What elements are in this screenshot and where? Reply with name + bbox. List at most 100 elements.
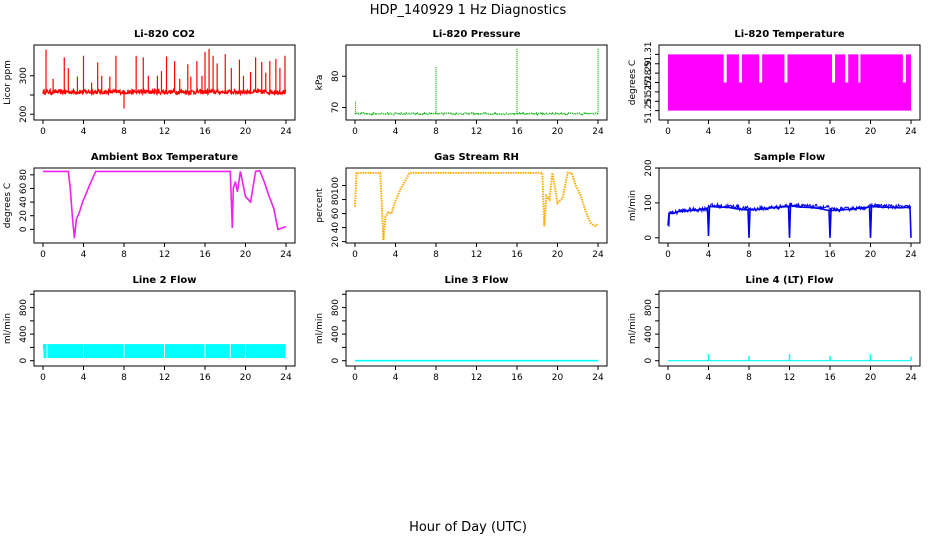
x-tick-label: 8 (746, 373, 752, 383)
panel-pressure: Li-820 Pressure kPa 0 4 8 12 16 20 24 70 80 (315, 29, 608, 137)
y-tick-label: 800 (331, 299, 341, 316)
y-axis-label: ml/min (628, 190, 638, 221)
x-tick-label: 0 (665, 127, 671, 137)
y-tick-label: 0 (19, 358, 29, 364)
panel-title: Line 2 Flow (133, 275, 197, 286)
panel-title: Sample Flow (754, 152, 826, 163)
series-line (43, 169, 287, 239)
x-tick-label: 24 (280, 250, 292, 260)
y-tick-label: 100 (644, 194, 654, 211)
data-layer (43, 169, 287, 239)
x-tick-label: 8 (746, 127, 752, 137)
x-tick-label: 20 (865, 127, 877, 137)
y-axis-label: ml/min (628, 313, 638, 344)
x-tick-label: 4 (81, 127, 87, 137)
x-tick-label: 0 (40, 373, 46, 383)
x-tick-label: 4 (393, 250, 399, 260)
x-tick-label: 12 (159, 250, 170, 260)
series-line (354, 171, 599, 241)
x-tick-label: 24 (592, 373, 604, 383)
y-tick-label: 0 (644, 235, 654, 241)
x-tick-label: 8 (433, 127, 439, 137)
x-tick-label: 24 (592, 127, 604, 137)
x-tick-label: 16 (199, 127, 211, 137)
x-tick-label: 12 (784, 127, 795, 137)
x-tick-label: 16 (511, 373, 523, 383)
y-axis-label: degrees C (628, 60, 638, 105)
x-tick-label: 8 (433, 373, 439, 383)
y-tick-label: 0 (19, 226, 29, 232)
x-tick-label: 4 (81, 373, 87, 383)
x-tick-label: 12 (471, 127, 482, 137)
x-tick-label: 12 (784, 373, 795, 383)
series-line (354, 111, 599, 116)
x-tick-label: 20 (240, 250, 252, 260)
x-tick-label: 24 (905, 127, 917, 137)
x-tick-label: 4 (393, 127, 399, 137)
x-tick-label: 16 (199, 250, 211, 260)
y-tick-label: 51.31 (644, 41, 654, 67)
x-tick-label: 24 (592, 250, 604, 260)
panel-licor_temp: Li-820 Temperature degrees C 0 4 8 12 16 20 24 51… (628, 29, 921, 137)
x-tick-label: 0 (40, 127, 46, 137)
y-axis-label: Licor ppm (3, 60, 13, 105)
x-tick-label: 20 (552, 250, 564, 260)
y-tick-label: 100 (331, 177, 341, 194)
data-layer (668, 54, 911, 111)
x-tick-label: 8 (121, 250, 127, 260)
y-tick-label: 300 (19, 67, 29, 84)
x-tick-label: 12 (784, 250, 795, 260)
panel-sample_flow: Sample Flow ml/min 0 4 8 12 16 20 24 0 100 200 (628, 152, 921, 260)
x-tick-label: 8 (121, 373, 127, 383)
value-band-upper (762, 54, 785, 83)
panel-title: Ambient Box Temperature (91, 152, 238, 163)
data-layer (354, 48, 599, 116)
value-band-upper (668, 54, 724, 83)
y-axis-label: ml/min (3, 313, 13, 344)
x-tick-label: 4 (706, 373, 712, 383)
x-axis-title: Hour of Day (UTC) (409, 520, 527, 535)
y-tick-label: 80 (331, 70, 341, 82)
x-tick-label: 4 (81, 250, 87, 260)
y-tick-label: 51.28 (644, 69, 654, 95)
plot-frame (345, 44, 608, 121)
x-tick-label: 24 (280, 127, 292, 137)
y-tick-label: 200 (19, 105, 29, 122)
value-band-upper (848, 54, 859, 83)
y-tick-label: 800 (19, 299, 29, 316)
panel-rh: Gas Stream RH percent 0 4 8 12 16 20 24 20 40 60 801… (315, 152, 608, 260)
x-tick-label: 12 (159, 127, 170, 137)
plot-frame (345, 167, 608, 244)
x-tick-label: 24 (280, 373, 292, 383)
y-tick-label: 200 (644, 159, 654, 176)
x-tick-label: 20 (552, 373, 564, 383)
series-noise (668, 201, 912, 227)
y-tick-label: 80 (331, 194, 341, 206)
y-tick-label: 400 (644, 325, 654, 342)
y-tick-label: 20 (331, 236, 341, 248)
x-tick-label: 20 (240, 373, 252, 383)
y-tick-label: 0 (331, 358, 341, 364)
panel-line3_flow: Line 3 Flow ml/min 0 4 8 12 16 20 24 0 400 800 (315, 275, 608, 383)
x-tick-label: 20 (865, 373, 877, 383)
x-tick-label: 16 (511, 127, 523, 137)
y-tick-label: 60 (19, 182, 29, 194)
value-band-upper (741, 54, 760, 83)
plot-frame (345, 290, 608, 367)
panel-title: Li-820 CO2 (134, 29, 195, 40)
x-tick-label: 0 (665, 373, 671, 383)
y-axis-label: degrees C (3, 183, 13, 228)
y-tick-label: 60 (331, 208, 341, 220)
x-tick-label: 8 (121, 127, 127, 137)
figure-title: HDP_140929 1 Hz Diagnostics (370, 3, 567, 18)
y-axis-label: percent (315, 188, 325, 223)
x-tick-label: 24 (905, 250, 917, 260)
x-tick-label: 20 (865, 250, 877, 260)
x-tick-label: 16 (824, 127, 836, 137)
value-band-upper (905, 54, 911, 83)
panel-title: Li-820 Pressure (432, 29, 520, 40)
y-tick-label: 40 (331, 222, 341, 234)
y-tick-label: 51.29 (644, 60, 654, 86)
series-line (42, 87, 287, 97)
